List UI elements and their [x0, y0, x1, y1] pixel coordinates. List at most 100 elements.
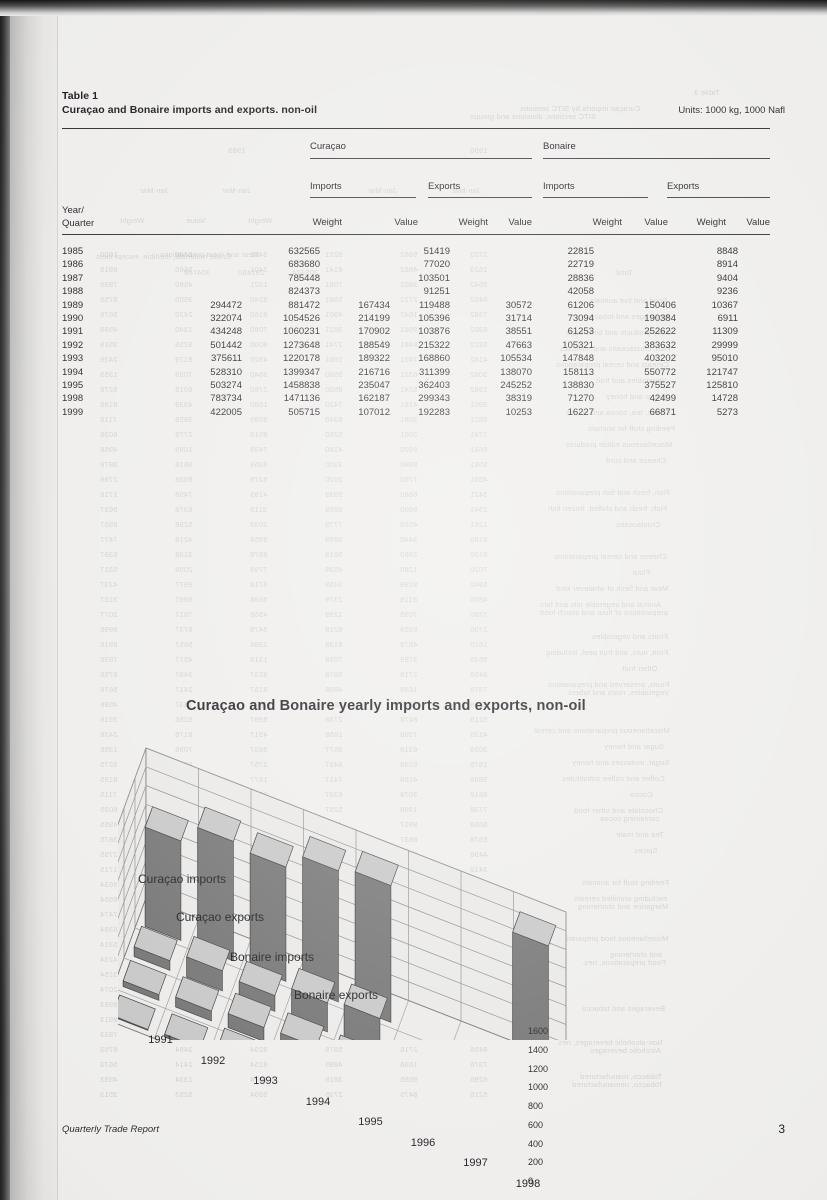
table-cell: 71270	[567, 393, 594, 405]
column-header-bonaire-exports-value: Value	[746, 217, 770, 228]
table-cell: 8914	[716, 259, 738, 271]
chart-category-label: 1991	[148, 1034, 173, 1047]
table-row: 1989 294472 881472 167434 119488 30572 61206 15…	[62, 299, 738, 312]
table-cell: 38319	[505, 393, 532, 405]
table-row-year: 1986	[62, 259, 84, 271]
table-title: Curaçao and Bonaire imports and exports.…	[62, 104, 318, 116]
table-cell: 9404	[716, 272, 738, 284]
table-cell	[320, 272, 390, 285]
data-table-body: 1985 632565 51419 22815 8848 1986 683680 77020 2…	[62, 245, 738, 419]
column-header-curacao-imports-value: Value	[394, 217, 418, 228]
data-table: 1985 632565 51419 22815 8848 1986 683680 77020 2…	[62, 245, 738, 419]
chart-bar-top	[197, 806, 242, 842]
chart-bar-top	[164, 1013, 209, 1040]
table-row-year: 1991	[62, 326, 84, 338]
table-cell: 61253	[567, 326, 594, 338]
table-cell	[122, 258, 242, 271]
chart-category-label: 1993	[253, 1075, 278, 1088]
chart-axis-tick: 200	[528, 1157, 544, 1168]
table-cell: 1273648	[283, 339, 320, 351]
page-number: 3	[778, 1122, 785, 1136]
table-cell: 119488	[419, 299, 450, 311]
table-cell: 528310	[210, 366, 242, 378]
table-row-year: 1999	[62, 406, 84, 418]
table-cell: 105321	[562, 339, 594, 351]
table-row: 1998 783734 1471136 162187 299343 38319 71270 4…	[62, 392, 738, 405]
table-cell: 5273	[716, 406, 738, 418]
table-cell: 311399	[419, 366, 450, 378]
chart-title: Curaçao and Bonaire yearly imports and e…	[186, 698, 586, 714]
table-cell: 47663	[505, 339, 532, 351]
table-row: 1985 632565 51419 22815 8848	[62, 245, 738, 258]
chart-bar-top	[249, 832, 294, 868]
table-row-year: 1989	[62, 299, 84, 311]
table-cell: 683680	[288, 259, 320, 271]
table-cell: 881472	[288, 299, 320, 311]
group-rule-bonaire	[543, 158, 770, 159]
table-cell: 501442	[210, 339, 242, 351]
chart-floor-gridline-width	[118, 989, 248, 1040]
table-cell: 66871	[649, 406, 676, 418]
chart-bar-top	[133, 925, 178, 962]
table-cell	[122, 272, 242, 285]
table-cell: 42058	[567, 286, 594, 298]
table-cell: 190384	[644, 313, 676, 325]
chart-axis-tick: 1200	[528, 1063, 549, 1074]
table-cell: 824373	[288, 286, 320, 298]
table-cell: 105396	[418, 313, 450, 325]
table-cell: 383632	[644, 339, 676, 351]
table-cell: 188549	[358, 339, 390, 351]
table-cell: 1458838	[283, 380, 320, 392]
subgroup-rule-curacao-exports	[428, 197, 532, 198]
table-cell: 434248	[210, 326, 242, 338]
chart-axis-tick: 1000	[528, 1082, 549, 1093]
table-cell: 785448	[288, 272, 320, 284]
table-cell	[594, 272, 676, 285]
subgroup-label-curacao-imports: Imports	[310, 181, 342, 192]
chart-bar-top	[302, 835, 347, 872]
chart-bar-top	[122, 959, 167, 996]
table-cell	[450, 258, 532, 271]
table-cell: 1399347	[283, 366, 320, 378]
table-cell: 168860	[418, 353, 450, 365]
table-row-year: 1988	[62, 286, 84, 298]
chart-series-label: Curaçao exports	[176, 910, 265, 924]
bar-chart-3d: 0 200 400 600 800 1000 1200 1400 1600 1991 1992 199…	[118, 720, 718, 1190]
chart-axis-tick: 1400	[528, 1044, 549, 1055]
table-heading: Table 1 Curaçao and Bonaire imports and …	[62, 90, 317, 116]
table-cell: 11309	[712, 326, 738, 338]
table-cell	[450, 272, 532, 285]
table-cell: 235047	[358, 380, 390, 392]
table-cell	[320, 258, 390, 271]
table-cell: 138830	[562, 380, 594, 392]
table-cell: 147848	[562, 353, 594, 365]
column-header-curacao-exports-value: Value	[508, 217, 532, 228]
column-header-curacao-exports-weight: Weight	[458, 217, 488, 228]
table-cell: 10253	[505, 406, 532, 418]
table-cell: 31714	[505, 313, 532, 325]
group-label-bonaire: Bonaire	[543, 141, 576, 152]
table-cell	[594, 285, 676, 298]
table-row-year: 1990	[62, 313, 84, 325]
units-note: Units: 1000 kg, 1000 Nafl	[678, 105, 785, 116]
chart-floor-gridline-depth	[393, 1000, 409, 1040]
table-cell: 107012	[358, 406, 390, 418]
table-cell: 42499	[649, 393, 676, 405]
table-cell: 1471136	[283, 393, 320, 405]
table-cell: 632565	[288, 246, 320, 257]
chart-bar-top	[144, 806, 189, 842]
table-row: 1999 422005 505715 107012 192283 10253 16227 66…	[62, 406, 738, 419]
table-cell	[450, 245, 532, 258]
table-cell: 192283	[418, 406, 450, 418]
chart-bar-top	[291, 967, 336, 1004]
table-cell: 505715	[288, 406, 320, 418]
table-row-year: 1995	[62, 380, 84, 392]
table-cell: 16227	[567, 406, 594, 418]
chart-bar-top	[338, 1034, 355, 1040]
chart-series-label: Bonaire exports	[294, 988, 379, 1002]
table-cell	[320, 245, 390, 258]
table-cell: 158113	[563, 366, 594, 378]
table-cell: 51419	[423, 246, 450, 257]
